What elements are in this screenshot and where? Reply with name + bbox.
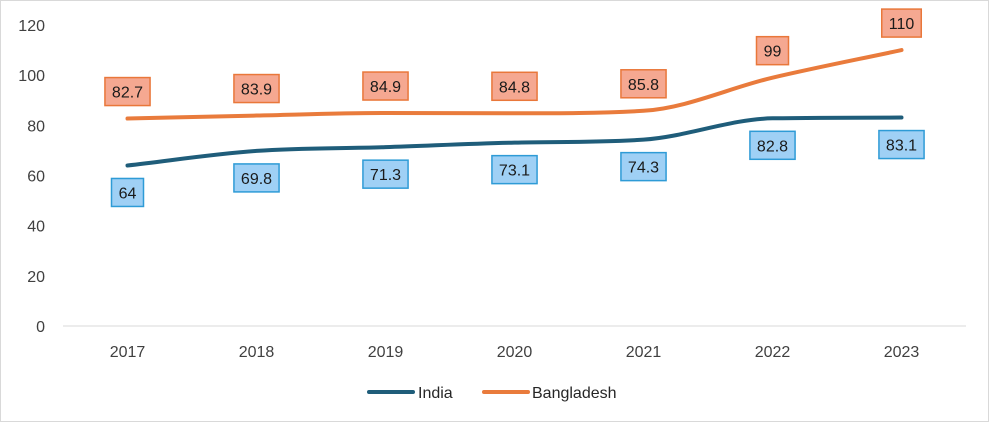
legend-entry-bangladesh: Bangladesh <box>482 385 617 402</box>
data-label-box <box>880 8 923 38</box>
data-label-text: 110 <box>889 16 915 33</box>
data-label-box <box>878 129 925 160</box>
data-label-india: 69.8 <box>233 163 280 193</box>
data-label-text: 83.9 <box>241 82 272 99</box>
x-axis-ticks: 2017 2018 2019 2020 2021 2022 2023 <box>110 344 920 361</box>
legend: India Bangladesh <box>367 385 617 402</box>
data-label-box <box>233 163 280 193</box>
data-label-bangladesh: 110 <box>880 8 923 38</box>
data-label-text: 84.8 <box>499 79 530 96</box>
x-tick-label: 2021 <box>626 344 662 361</box>
data-label-text: 83.1 <box>886 138 917 155</box>
data-label-india: 64 <box>110 177 145 208</box>
data-labels: 64 69.8 71.3 73.1 74.3 82.8 83.1 82.7 83.9 84.9 84… <box>104 8 925 208</box>
x-tick-label: 2019 <box>368 344 404 361</box>
data-label-india: 74.3 <box>620 151 667 182</box>
x-tick-label: 2018 <box>239 344 275 361</box>
data-label-bangladesh: 85.8 <box>620 69 667 99</box>
data-label-box <box>491 71 538 102</box>
x-tick-label: 2020 <box>497 344 533 361</box>
data-label-text: 64 <box>119 185 137 202</box>
data-label-box <box>233 73 280 104</box>
data-label-india: 73.1 <box>491 154 538 185</box>
x-tick-label: 2017 <box>110 344 146 361</box>
data-label-box <box>110 177 145 208</box>
data-label-box <box>620 69 667 99</box>
data-label-text: 99 <box>764 44 782 61</box>
legend-label-india: India <box>418 385 453 402</box>
data-label-india: 71.3 <box>362 159 409 189</box>
data-label-india: 82.8 <box>749 130 796 161</box>
y-tick-label: 100 <box>18 68 45 85</box>
series-lines <box>125 48 904 168</box>
y-tick-label: 60 <box>27 169 45 186</box>
y-tick-label: 20 <box>27 269 45 286</box>
data-label-text: 85.8 <box>628 77 659 94</box>
data-label-box <box>755 35 790 66</box>
legend-label-bangladesh: Bangladesh <box>532 385 617 402</box>
data-label-box <box>491 154 538 185</box>
data-label-text: 82.7 <box>112 85 143 102</box>
x-tick-label: 2022 <box>755 344 791 361</box>
legend-entry-india: India <box>367 385 453 402</box>
y-tick-label: 80 <box>27 118 45 135</box>
data-label-box <box>104 76 151 107</box>
data-label-text: 73.1 <box>499 163 530 180</box>
data-label-india: 83.1 <box>878 129 925 160</box>
data-label-box <box>620 151 667 182</box>
y-tick-label: 0 <box>36 319 45 336</box>
data-label-text: 82.8 <box>757 138 788 155</box>
series-line-india <box>125 115 904 168</box>
series-line-bangladesh <box>125 48 904 121</box>
data-label-text: 84.9 <box>370 79 401 96</box>
data-label-bangladesh: 84.8 <box>491 71 538 102</box>
data-label-bangladesh: 84.9 <box>362 71 409 101</box>
x-tick-label: 2023 <box>884 344 920 361</box>
data-label-box <box>749 130 796 161</box>
data-label-bangladesh: 99 <box>755 35 790 66</box>
data-label-box <box>362 159 409 189</box>
data-label-text: 69.8 <box>241 171 272 188</box>
data-label-box <box>362 71 409 101</box>
data-label-text: 74.3 <box>628 160 659 177</box>
y-axis-ticks: 0 20 40 60 80 100 120 <box>18 18 45 336</box>
y-tick-label: 40 <box>27 219 45 236</box>
y-tick-label: 120 <box>18 18 45 35</box>
data-label-bangladesh: 82.7 <box>104 76 151 107</box>
data-label-text: 71.3 <box>370 167 401 184</box>
data-label-bangladesh: 83.9 <box>233 73 280 104</box>
